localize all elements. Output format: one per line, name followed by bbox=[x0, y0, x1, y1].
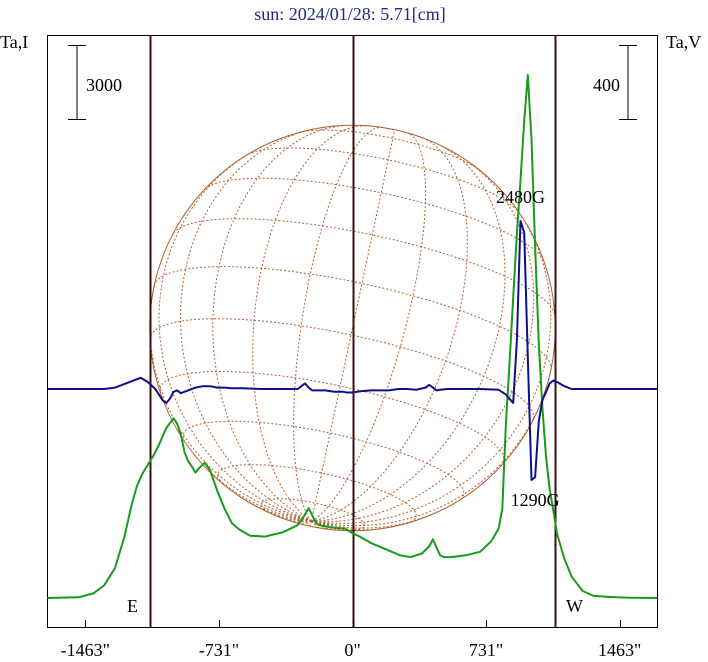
intensity-series-line bbox=[47, 74, 658, 599]
longitude-line bbox=[311, 136, 468, 522]
latitude-line bbox=[149, 318, 535, 422]
longitude-line bbox=[267, 511, 312, 522]
longitude-line bbox=[180, 128, 314, 522]
latitude-line bbox=[204, 177, 545, 262]
right-axis-label: Ta,V bbox=[666, 32, 701, 52]
longitude-line bbox=[293, 126, 382, 522]
longitude-line bbox=[158, 148, 312, 522]
data-series bbox=[47, 74, 658, 599]
x-tick-label: 731" bbox=[469, 640, 503, 660]
x-tick-label: -1463" bbox=[61, 640, 110, 660]
longitude-line bbox=[311, 510, 440, 529]
latitude-line bbox=[182, 420, 465, 501]
peak-annotation: 1290G bbox=[511, 490, 560, 510]
longitude-line bbox=[309, 521, 312, 527]
latitude-line bbox=[247, 147, 520, 213]
left-axis-label: Ta,I bbox=[0, 32, 28, 52]
x-tick-label: -731" bbox=[199, 640, 239, 660]
longitude-line bbox=[311, 146, 506, 522]
longitude-line bbox=[242, 498, 312, 522]
longitude-line bbox=[311, 369, 552, 527]
right-scale-bar: 400 bbox=[593, 45, 637, 120]
longitude-line bbox=[252, 125, 369, 522]
longitude-line bbox=[198, 459, 312, 522]
latitude-line bbox=[153, 266, 552, 371]
longitude-line bbox=[311, 132, 427, 522]
chart-title: sun: 2024/01/28: 5.71[cm] bbox=[254, 4, 446, 24]
x-tick-label: 0" bbox=[344, 640, 360, 660]
latitude-line bbox=[217, 464, 417, 524]
longitude-line bbox=[310, 129, 396, 522]
longitude-line bbox=[311, 203, 552, 524]
latitude-line bbox=[368, 125, 421, 138]
longitude-line bbox=[149, 285, 312, 522]
polarization-series-line bbox=[47, 220, 658, 481]
latitude-line bbox=[261, 498, 365, 531]
x-axis-ticks: -1463" -731" 0" 731" 1463" bbox=[61, 620, 641, 660]
right-scale-bar-label: 400 bbox=[593, 75, 620, 95]
longitude-line bbox=[212, 125, 344, 522]
peak-annotation: 2480G bbox=[496, 187, 545, 207]
latitude-line bbox=[299, 129, 481, 172]
annotations: 2480G 1290G bbox=[496, 187, 560, 510]
east-label: E bbox=[127, 596, 138, 616]
plot-frame bbox=[47, 35, 658, 628]
longitude-line bbox=[311, 161, 535, 523]
west-label: W bbox=[566, 596, 583, 616]
x-tick-label: 1463" bbox=[598, 640, 641, 660]
latitude-line bbox=[173, 218, 556, 315]
left-scale-bar: 3000 bbox=[68, 45, 122, 120]
left-scale-bar-label: 3000 bbox=[86, 75, 122, 95]
vertical-reference-lines bbox=[149, 36, 557, 627]
